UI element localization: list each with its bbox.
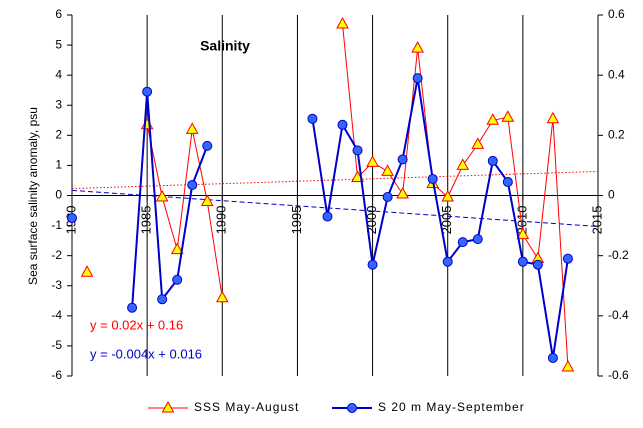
marker [127,302,138,313]
marker [487,155,498,166]
marker [307,113,318,124]
marker [517,256,528,267]
series-line [146,124,223,298]
marker [155,189,169,202]
y-tick-label: -2 [51,248,62,262]
y-tick-label: -5 [51,338,62,352]
marker [202,140,213,151]
marker [336,16,349,29]
marker [322,211,333,222]
y2-tick-label: -0.4 [608,308,629,322]
series-line [342,23,569,368]
y2-tick-label: 0 [608,188,615,202]
marker [396,186,409,199]
marker [411,41,425,53]
legend-label: SSS May-August [194,400,299,414]
y2-tick-label: 0.6 [608,7,625,21]
marker [200,194,214,207]
y2-tick-label: -0.2 [608,248,629,262]
y-tick-label: 4 [55,67,62,81]
trendline-label: y = -0.004x + 0.016 [90,346,202,361]
marker [561,359,575,372]
legend-label: S 20 m May-September [378,400,525,414]
marker [472,234,483,245]
marker [412,73,423,84]
trendline-label: y = 0.02x + 0.16 [90,317,183,332]
marker [442,256,453,267]
marker [397,154,408,165]
marker [382,192,393,203]
x-tick-label: 2005 [439,206,454,235]
y2-tick-label: 0.4 [608,67,625,81]
y-tick-label: -1 [51,218,62,232]
annotation: Salinity [200,38,250,54]
marker [367,259,378,270]
marker [532,259,543,270]
x-tick-label: 2010 [514,206,529,235]
y2-tick-label: -0.6 [608,368,629,382]
y-tick-label: 2 [55,128,62,142]
marker [215,290,229,303]
y-tick-label: 1 [55,158,62,172]
marker [170,242,184,255]
marker [67,213,77,224]
y-tick-label: -4 [51,308,62,322]
marker [381,164,394,176]
y-tick-label: 3 [55,97,62,111]
marker [502,176,513,187]
y-axis-label: Sea surface salinity anomaly, psu [26,107,40,285]
marker [366,155,379,167]
x-tick-label: 1985 [139,206,154,235]
x-tick-label: 1990 [214,206,229,235]
marker [157,294,168,305]
marker [80,265,94,277]
marker [456,158,470,170]
marker [562,253,573,264]
marker [337,119,348,130]
marker [547,352,558,363]
y-tick-label: 6 [55,7,62,21]
series-line [131,91,209,308]
marker [501,110,515,122]
series-line [311,77,569,359]
marker [546,111,560,124]
marker [516,227,530,240]
marker [172,274,183,285]
marker [352,145,363,156]
marker [471,137,485,149]
marker [441,189,455,202]
marker [457,237,468,248]
y-tick-label: 0 [55,188,62,202]
legend-marker [347,403,357,413]
x-tick-label: 2015 [589,206,604,235]
marker [142,86,153,97]
y-tick-label: -6 [51,368,62,382]
marker [427,173,438,184]
legend-marker [161,400,175,413]
marker [140,117,154,130]
marker [187,179,198,190]
x-tick-label: 1995 [289,206,304,235]
y2-tick-label: 0.2 [608,128,625,142]
y-tick-label: 5 [55,37,62,51]
marker [486,113,500,125]
marker [185,122,199,134]
y-tick-label: -3 [51,278,62,292]
